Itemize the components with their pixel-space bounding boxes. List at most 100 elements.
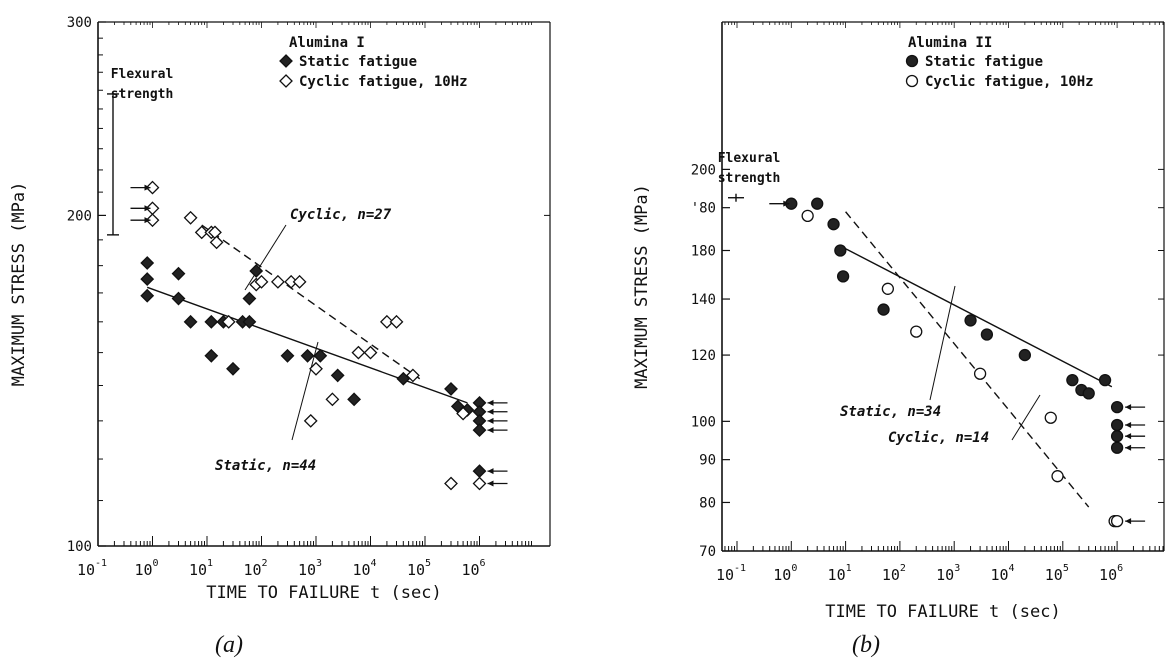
annotation-leader bbox=[244, 224, 287, 291]
data-point bbox=[379, 314, 394, 329]
flexural-strength-label: strength bbox=[718, 171, 781, 186]
legend-label: Static fatigue bbox=[299, 54, 417, 70]
x-tick-label: 100 bbox=[134, 558, 158, 579]
data-point bbox=[405, 368, 420, 383]
x-tick-label: 10-1 bbox=[77, 558, 107, 579]
data-point bbox=[389, 314, 404, 329]
data-point bbox=[309, 361, 323, 376]
x-tick-label: 10-1 bbox=[716, 563, 746, 584]
x-tick-label: 105 bbox=[1045, 563, 1069, 584]
data-point bbox=[330, 368, 345, 383]
runout-arrowhead bbox=[487, 480, 494, 487]
data-point bbox=[1066, 374, 1079, 387]
y-tick-label: 180 bbox=[691, 244, 716, 260]
y-tick-label: '80 bbox=[691, 201, 716, 217]
data-point bbox=[910, 325, 923, 338]
data-point bbox=[834, 244, 847, 257]
runout-arrowhead bbox=[487, 408, 494, 415]
x-tick-label: 106 bbox=[461, 558, 485, 579]
x-tick-label: 103 bbox=[936, 563, 960, 584]
data-point bbox=[1051, 470, 1064, 483]
legend-marker bbox=[905, 54, 919, 68]
data-point bbox=[221, 314, 236, 329]
data-point bbox=[1044, 411, 1057, 424]
runout-arrowhead bbox=[144, 205, 151, 212]
y-tick-label: 70 bbox=[699, 544, 716, 560]
flexural-strength-label: strength bbox=[111, 87, 174, 102]
data-point bbox=[1018, 348, 1031, 362]
runout-point bbox=[1110, 430, 1124, 443]
data-point bbox=[280, 348, 295, 363]
y-tick-label: 120 bbox=[691, 348, 716, 364]
data-point bbox=[363, 345, 378, 360]
annotation-label: Static, n=34 bbox=[840, 404, 941, 420]
x-tick-label: 104 bbox=[352, 558, 376, 579]
x-tick-label: 102 bbox=[882, 563, 906, 584]
y-tick-label: 100 bbox=[67, 539, 92, 555]
data-point bbox=[347, 392, 362, 407]
data-point bbox=[973, 367, 987, 380]
data-point bbox=[300, 348, 315, 363]
x-tick-label: 105 bbox=[407, 558, 431, 579]
data-point bbox=[1098, 374, 1112, 387]
data-point bbox=[313, 348, 328, 363]
x-tick-label: 103 bbox=[298, 558, 322, 579]
annotation-leader bbox=[929, 285, 956, 401]
runout-point bbox=[145, 213, 160, 228]
x-axis-title: TIME TO FAILURE t (sec) bbox=[206, 583, 441, 603]
x-tick-label: 102 bbox=[243, 558, 267, 579]
data-point bbox=[836, 270, 850, 283]
x-tick-label: 100 bbox=[773, 563, 797, 584]
data-point bbox=[303, 413, 318, 428]
data-point bbox=[204, 314, 219, 329]
data-point bbox=[140, 256, 155, 270]
data-point bbox=[881, 282, 895, 295]
runout-arrowhead bbox=[487, 427, 494, 434]
runout-point bbox=[1110, 441, 1124, 454]
x-axis-title: TIME TO FAILURE t (sec) bbox=[825, 602, 1060, 622]
runout-arrowhead bbox=[487, 468, 494, 475]
panel-a: 10-1 100 101 102 103 104 105 106 100 200 300 MAXIMU… bbox=[9, 15, 551, 603]
panel-b-caption: (b) bbox=[852, 632, 880, 658]
runout-point bbox=[472, 423, 487, 438]
legend-marker bbox=[279, 54, 293, 68]
data-point bbox=[140, 272, 155, 287]
annotation-label: Cyclic, n=27 bbox=[290, 207, 392, 223]
fit-line bbox=[845, 211, 1090, 508]
x-tick-label: 101 bbox=[189, 558, 213, 579]
data-point bbox=[801, 209, 814, 223]
data-point bbox=[292, 274, 307, 289]
runout-point bbox=[1110, 418, 1124, 432]
legend-label: Cyclic fatigue, 10Hz bbox=[299, 74, 468, 90]
annotation-label: Cyclic, n=14 bbox=[888, 430, 989, 446]
legend-title: Alumina II bbox=[908, 35, 992, 51]
legend-title: Alumina I bbox=[289, 35, 365, 51]
data-point bbox=[980, 328, 994, 341]
data-point bbox=[444, 476, 458, 491]
data-point bbox=[456, 406, 471, 421]
data-point bbox=[351, 345, 366, 360]
y-tick-label: 100 bbox=[691, 414, 716, 430]
data-point bbox=[183, 210, 198, 225]
legend-label: Static fatigue bbox=[925, 54, 1043, 70]
data-point bbox=[444, 382, 458, 396]
y-axis-title: MAXIMUM STRESS (MPa) bbox=[632, 184, 652, 389]
y-tick-label: 200 bbox=[691, 162, 716, 178]
runout-point bbox=[145, 180, 160, 195]
runout-arrowhead bbox=[487, 399, 494, 406]
data-point bbox=[270, 274, 285, 289]
y-tick-label: 90 bbox=[699, 453, 716, 469]
data-point bbox=[964, 314, 977, 327]
data-point bbox=[254, 274, 269, 289]
y-tick-label: 300 bbox=[67, 15, 92, 31]
panel-a-caption: (a) bbox=[215, 632, 243, 658]
flexural-strength-label: Flexural bbox=[718, 151, 781, 166]
runout-point bbox=[1110, 514, 1124, 528]
runout-arrowhead bbox=[487, 417, 494, 424]
runout-arrowhead bbox=[783, 200, 790, 207]
runout-arrowhead bbox=[1125, 404, 1132, 411]
runout-arrowhead bbox=[1125, 422, 1132, 429]
y-tick-label: 200 bbox=[67, 208, 92, 224]
annotation-leader bbox=[1011, 394, 1041, 441]
